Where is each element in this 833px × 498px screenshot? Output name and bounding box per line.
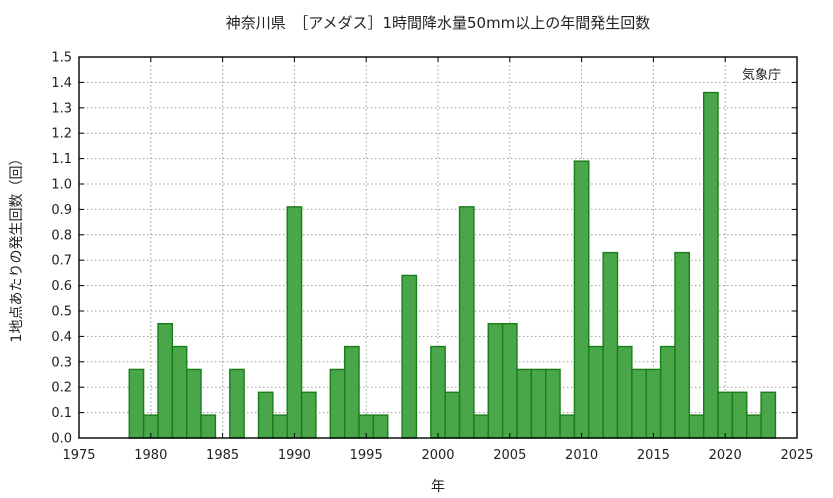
y-tick-label: 0.4: [51, 330, 72, 345]
bar-2010: [573, 160, 590, 439]
x-tick-label: 2010: [565, 448, 598, 463]
chart-title: 神奈川県 ［アメダス］1時間降水量50mm以上の年間発生回数: [226, 14, 651, 32]
bar-1994: [343, 345, 360, 439]
y-tick-label: 0.2: [51, 381, 72, 396]
bar-2016: [659, 345, 676, 439]
y-tick-label: 0.1: [51, 406, 72, 421]
bar-1996: [372, 414, 389, 439]
bar-2011: [588, 345, 604, 439]
bar-1990: [286, 206, 303, 439]
x-tick-label: 1975: [62, 448, 95, 463]
bar-2003: [473, 414, 489, 439]
bar-2006: [516, 368, 533, 439]
x-axis: 1975 1980 1985 1990 1995 2000 2005 2010 2015 2020…: [62, 57, 814, 463]
y-tick-label: 1.5: [51, 51, 72, 66]
x-tick-label: 2005: [493, 448, 526, 463]
bar-1986: [229, 368, 245, 439]
bar-2007: [530, 368, 547, 439]
bar-2012: [602, 251, 619, 439]
x-tick-label: 1980: [134, 448, 167, 463]
bar-1983: [185, 368, 202, 439]
x-tick-label: 1990: [278, 448, 311, 463]
bar-1988: [257, 391, 274, 439]
bar-2001: [444, 391, 461, 439]
y-axis-label: 1地点あたりの発生回数（回）: [9, 152, 25, 343]
x-tick-label: 2000: [421, 448, 454, 463]
bar-2000: [430, 345, 446, 439]
x-tick-label: 2025: [780, 448, 813, 463]
bar-2020: [717, 391, 734, 439]
bars: [128, 91, 777, 439]
y-tick-label: 0.6: [51, 279, 72, 294]
bar-2004: [487, 323, 504, 439]
bar-1981: [157, 323, 174, 439]
bar-2014: [631, 368, 647, 439]
y-tick-label: 1.3: [51, 101, 72, 116]
bar-1982: [171, 345, 188, 439]
bar-1991: [300, 391, 317, 439]
bar-2018: [688, 414, 705, 439]
x-tick-label: 1985: [206, 448, 239, 463]
bar-1989: [272, 414, 288, 439]
y-tick-label: 0.7: [51, 254, 72, 269]
bar-2013: [616, 345, 633, 439]
y-tick-label: 1.0: [51, 178, 72, 193]
y-tick-label: 0.5: [51, 305, 72, 320]
bar-1998: [401, 274, 418, 439]
bar-1993: [329, 368, 346, 439]
bar-2023: [760, 391, 777, 439]
bar-1984: [200, 414, 217, 439]
bar-2015: [645, 368, 662, 439]
y-tick-label: 1.1: [51, 152, 72, 167]
bar-2005: [501, 323, 518, 439]
bar-2008: [545, 368, 561, 439]
bar-1979: [128, 368, 145, 439]
x-tick-label: 2015: [637, 448, 670, 463]
y-tick-label: 0.8: [51, 228, 72, 243]
source-annotation: 気象庁: [742, 67, 781, 83]
x-tick-label: 2020: [709, 448, 742, 463]
x-tick-label: 1995: [350, 448, 383, 463]
y-axis: 0.0 0.1 0.2 0.3 0.4 0.5 0.6 0.7 0.8 0.9 1.0 1.1 1.2 1…: [51, 51, 797, 447]
bar-2017: [674, 251, 691, 439]
bar-2019: [702, 91, 719, 439]
y-tick-label: 1.4: [51, 76, 72, 91]
y-tick-label: 0.0: [51, 432, 72, 447]
bar-2009: [559, 414, 576, 439]
y-tick-label: 0.9: [51, 203, 72, 218]
y-tick-label: 0.3: [51, 355, 72, 370]
y-tick-label: 1.2: [51, 127, 72, 142]
bar-2022: [746, 414, 762, 439]
x-axis-label: 年: [431, 479, 445, 495]
bar-2021: [731, 391, 748, 439]
bar-2002: [458, 206, 475, 439]
